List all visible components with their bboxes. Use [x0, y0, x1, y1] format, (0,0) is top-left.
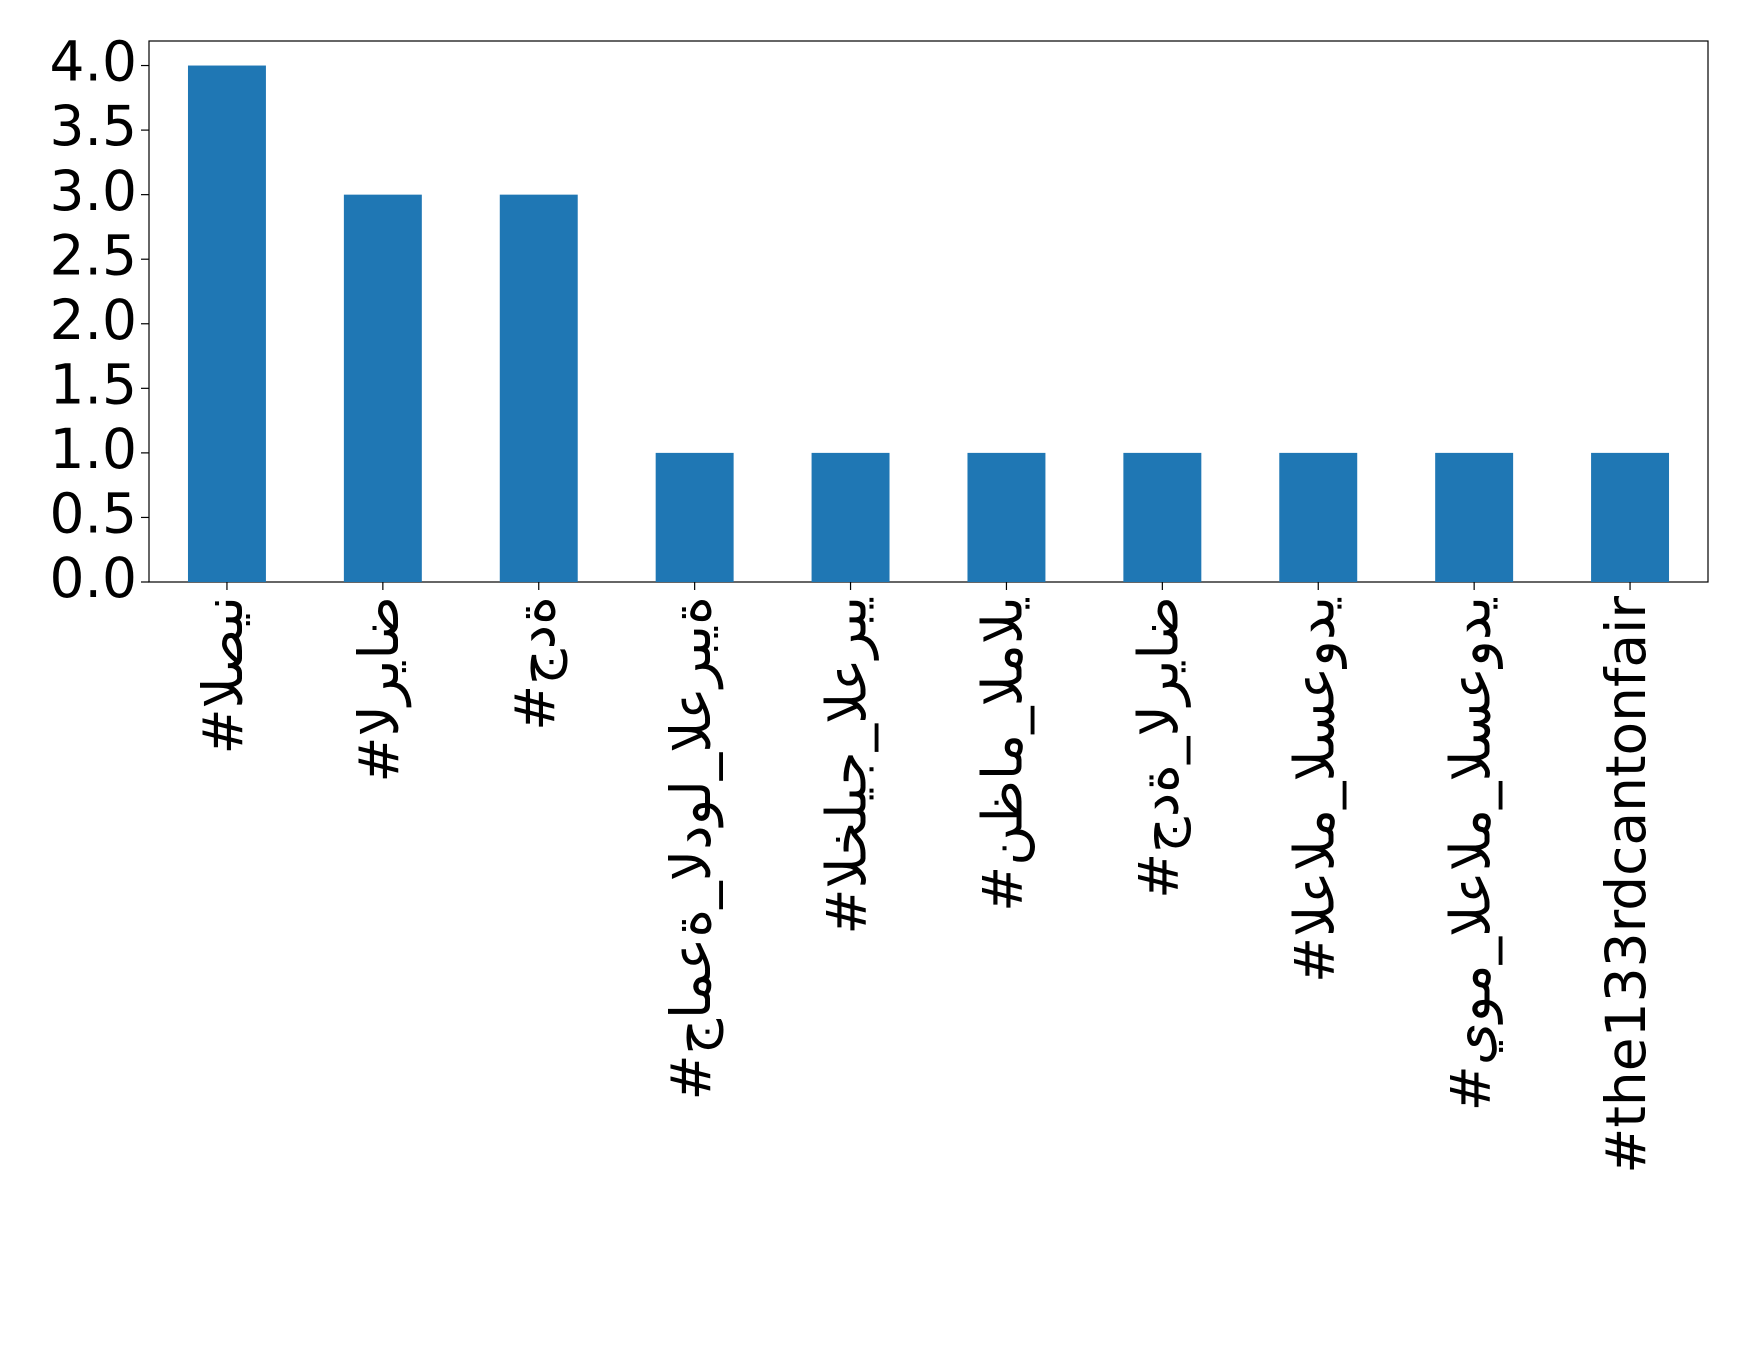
y-tick-label: 0.5: [50, 482, 137, 546]
bar: [1435, 452, 1514, 582]
x-tick-label: #جامعة_الدول_العربية: [659, 596, 723, 1101]
y-tick-label: 3.5: [50, 94, 137, 158]
bar: [1279, 452, 1358, 582]
y-tick-label: 3.0: [50, 159, 137, 223]
y-tick-label: 1.0: [50, 417, 137, 481]
y-tick-label: 1.5: [50, 352, 137, 416]
bar: [343, 194, 422, 582]
bar: [1123, 452, 1202, 582]
bar: [811, 452, 890, 582]
plot-frame: [148, 40, 1709, 583]
y-tick-label: 0.0: [50, 546, 137, 610]
x-tick-label: #الرياض: [347, 596, 411, 783]
bar: [655, 452, 734, 582]
x-tick-label: #جدة_الرياض: [1126, 596, 1190, 899]
y-tick-label: 2.5: [50, 223, 137, 287]
x-tick-label: #نظام_المالي: [971, 596, 1035, 912]
x-tick-label: #the133rdcantonfair: [1594, 596, 1658, 1174]
x-tick-label: #الخليج_العربي: [815, 596, 879, 935]
bar: [967, 452, 1046, 582]
y-tick-label: 4.0: [50, 30, 137, 94]
bar: [499, 194, 578, 582]
bar: [1591, 452, 1670, 582]
bar: [187, 65, 266, 582]
x-tick-label: #العالم_السعودي: [1282, 596, 1347, 983]
x-tick-label: #يوم_العالم_السعودي: [1438, 596, 1503, 1111]
x-tick-label: #جدة: [503, 596, 567, 731]
x-tick-label: #الصين: [191, 596, 255, 755]
y-tick-label: 2.0: [50, 288, 137, 352]
